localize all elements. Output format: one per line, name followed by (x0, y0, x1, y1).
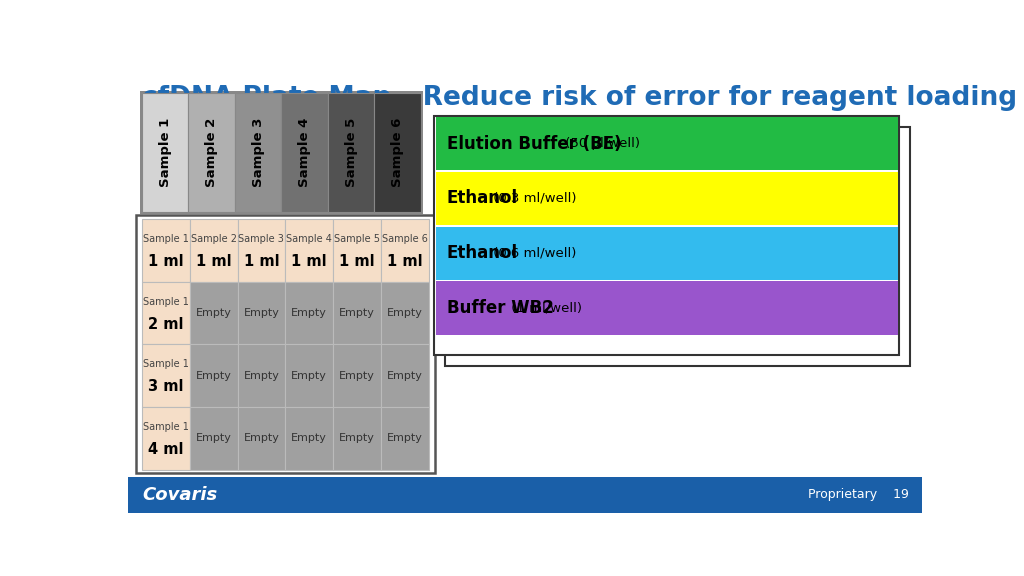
Bar (238, 282, 286, 344)
Text: 1 ml: 1 ml (196, 255, 231, 270)
Bar (234, 93, 282, 213)
Bar (286, 407, 333, 469)
Text: Sample 4: Sample 4 (287, 234, 332, 244)
Text: (1 ml/well): (1 ml/well) (507, 302, 582, 314)
Text: Sample 2: Sample 2 (205, 118, 218, 187)
Bar (381, 282, 429, 344)
Text: Empty: Empty (387, 371, 423, 381)
Bar (328, 93, 375, 213)
Text: Sample 1: Sample 1 (143, 234, 188, 244)
Text: (50 μl/well): (50 μl/well) (561, 137, 640, 150)
Bar (142, 219, 189, 282)
Bar (333, 282, 381, 344)
Text: Sample 6: Sample 6 (382, 234, 428, 244)
Bar (142, 282, 189, 344)
Bar (435, 282, 898, 335)
Bar (434, 116, 899, 355)
Text: Empty: Empty (244, 433, 280, 444)
Bar (445, 127, 910, 366)
Text: Sample 1: Sample 1 (159, 118, 172, 187)
Text: Sample 5: Sample 5 (334, 234, 380, 244)
Bar (238, 344, 286, 407)
Text: Proprietary    19: Proprietary 19 (808, 488, 909, 502)
Text: 1 ml: 1 ml (387, 255, 423, 270)
Bar (142, 344, 189, 407)
Bar (381, 344, 429, 407)
Text: Ethanol: Ethanol (446, 190, 518, 207)
Bar (128, 478, 922, 513)
Text: (0.3 ml/well): (0.3 ml/well) (488, 192, 577, 205)
Text: Empty: Empty (387, 433, 423, 444)
Text: Sample 1: Sample 1 (143, 359, 188, 369)
Bar (381, 407, 429, 469)
Text: Empty: Empty (244, 308, 280, 318)
Bar (238, 407, 286, 469)
Text: 4 ml: 4 ml (148, 442, 183, 457)
Text: 1 ml: 1 ml (339, 255, 375, 270)
Text: (0.6 ml/well): (0.6 ml/well) (488, 247, 577, 260)
Text: Sample 5: Sample 5 (345, 118, 357, 187)
Text: Sample 6: Sample 6 (391, 118, 404, 187)
Text: Elution Buffer (BE): Elution Buffer (BE) (446, 135, 622, 153)
Text: Empty: Empty (339, 308, 375, 318)
Text: Empty: Empty (244, 371, 280, 381)
Text: Ethanol: Ethanol (446, 244, 518, 262)
Text: Sample 3: Sample 3 (252, 118, 264, 187)
Text: Empty: Empty (196, 371, 231, 381)
Text: Buffer WB2: Buffer WB2 (446, 299, 553, 317)
Text: Empty: Empty (291, 433, 327, 444)
Text: Empty: Empty (339, 371, 375, 381)
Text: 1 ml: 1 ml (292, 255, 327, 270)
Text: Sample 1: Sample 1 (143, 297, 188, 307)
Text: Empty: Empty (291, 371, 327, 381)
Text: Sample 4: Sample 4 (298, 118, 311, 187)
Bar (375, 93, 421, 213)
Bar (286, 219, 333, 282)
Text: 3 ml: 3 ml (148, 380, 183, 395)
Bar (142, 407, 189, 469)
Text: Sample 1: Sample 1 (143, 422, 188, 432)
Text: cfDNA Plate Map – Reduce risk of error for reagent loading: cfDNA Plate Map – Reduce risk of error f… (142, 85, 1017, 111)
Text: 1 ml: 1 ml (244, 255, 280, 270)
Text: 1 ml: 1 ml (148, 255, 183, 270)
Bar (189, 344, 238, 407)
Bar (435, 172, 898, 225)
Text: Covaris: Covaris (142, 486, 217, 504)
Bar (189, 282, 238, 344)
Bar (381, 219, 429, 282)
Bar (333, 407, 381, 469)
Text: Empty: Empty (196, 433, 231, 444)
Bar (136, 215, 435, 473)
Bar (282, 93, 328, 213)
Bar (435, 226, 898, 280)
Text: Sample 3: Sample 3 (239, 234, 285, 244)
Bar (286, 282, 333, 344)
Text: Sample 2: Sample 2 (190, 234, 237, 244)
Bar (286, 344, 333, 407)
Bar (238, 219, 286, 282)
Bar (189, 407, 238, 469)
Bar (140, 92, 423, 214)
Text: 2 ml: 2 ml (148, 317, 183, 332)
Text: Empty: Empty (291, 308, 327, 318)
Bar (333, 219, 381, 282)
Text: Empty: Empty (387, 308, 423, 318)
Bar (188, 93, 234, 213)
Text: Empty: Empty (339, 433, 375, 444)
Text: ·: · (184, 488, 189, 502)
Bar (142, 93, 188, 213)
Bar (435, 117, 898, 170)
Bar (189, 219, 238, 282)
Text: Empty: Empty (196, 308, 231, 318)
Bar (333, 344, 381, 407)
